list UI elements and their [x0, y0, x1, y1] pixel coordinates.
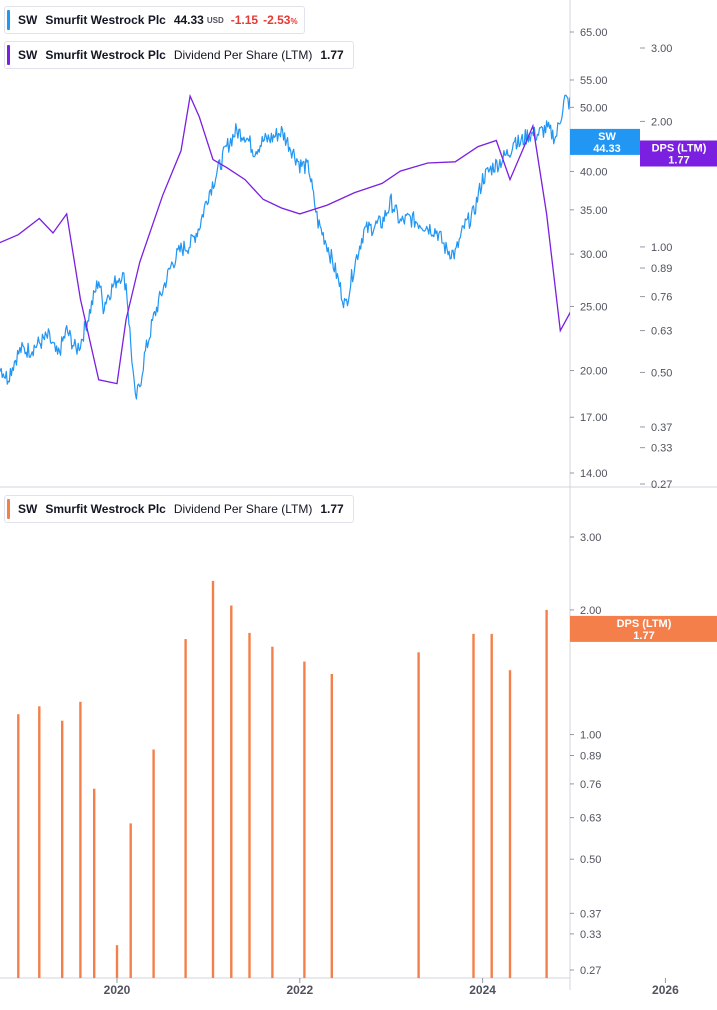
bar-axis-tick-label: 0.27: [580, 965, 601, 977]
price-badge-label: SW: [598, 131, 616, 143]
dps-axis-tick-label: 0.89: [651, 263, 672, 275]
dps-bar-badge-bg: [570, 615, 717, 642]
dps-bar: [38, 706, 41, 978]
dps-bar: [184, 639, 187, 978]
dps-bar: [61, 720, 64, 978]
price-badge-bg: [570, 128, 640, 155]
dps-bar: [211, 580, 215, 978]
legend-ticker: SW: [18, 13, 38, 27]
dps-bar: [248, 632, 251, 978]
legend-price-change: -1.15: [230, 13, 259, 27]
price-badge-value: 44.33: [593, 143, 621, 155]
legend-metric-value: 1.77: [320, 48, 344, 62]
legend-metric-name: Dividend Per Share (LTM): [173, 48, 313, 62]
dps-axis-tick-label: 0.27: [651, 479, 672, 491]
dps-line-badge-bg: [640, 140, 717, 167]
dps-axis-tick-label: 0.76: [651, 292, 672, 304]
dps-bar: [472, 633, 475, 978]
legend-price-change-pct: -2.53%: [263, 13, 298, 27]
dps-axis-tick-label: 0.33: [651, 443, 672, 455]
x-axis-tick-label: 2024: [469, 983, 496, 997]
bar-axis-tick-label: 3.00: [580, 532, 601, 544]
legend-currency: USD: [206, 15, 224, 25]
price-axis-tick-label: 20.00: [580, 366, 608, 378]
x-axis-tick-label: 2026: [652, 983, 679, 997]
bar-axis-tick-label: 0.63: [580, 813, 601, 825]
price-axis-tick-label: 35.00: [580, 205, 608, 217]
price-legend-swatch: [7, 10, 10, 30]
dps-bar: [79, 701, 82, 978]
dps-bar: [230, 605, 233, 978]
dps-bar: [271, 646, 274, 978]
dps-bar: [93, 788, 96, 978]
dps-axis-tick-label: 2.00: [651, 116, 672, 128]
bar-axis-tick-label: 0.89: [580, 751, 601, 763]
price-axis-tick-label: 14.00: [580, 468, 608, 480]
x-axis-tick-label: 2022: [286, 983, 313, 997]
price-axis-tick-label: 30.00: [580, 249, 608, 261]
price-axis-tick-label: 40.00: [580, 166, 608, 178]
dps-bar-badge-label: DPS (LTM): [617, 618, 672, 630]
bar-axis-tick-label: 0.37: [580, 908, 601, 920]
bar-axis-tick-label: 0.33: [580, 929, 601, 941]
price-axis-tick-label: 65.00: [580, 27, 608, 39]
dps-bar: [115, 945, 119, 978]
dps-bar: [490, 633, 493, 978]
dps-line-badge-label: DPS (LTM): [652, 143, 707, 155]
dps-bar: [303, 661, 306, 978]
price-series-line: [0, 94, 570, 400]
price-axis-tick-label: 25.00: [580, 301, 608, 313]
dps-axis-tick-label: 0.63: [651, 326, 672, 338]
dps-line-legend[interactable]: SW Smurfit Westrock Plc Dividend Per Sha…: [4, 41, 354, 69]
price-axis-tick-label: 55.00: [580, 75, 608, 87]
legend-ticker: SW: [18, 502, 38, 516]
price-axis-tick-label: 17.00: [580, 412, 608, 424]
price-axis-tick-label: 50.00: [580, 102, 608, 114]
dps-bar: [417, 652, 420, 978]
dps-bar: [17, 714, 20, 978]
bar-axis-tick-label: 2.00: [580, 605, 601, 617]
legend-ticker: SW: [18, 48, 38, 62]
bar-axis-tick-label: 1.00: [580, 730, 601, 742]
dps-line-badge: DPS (LTM)1.77: [640, 140, 717, 167]
dps-bar: [152, 749, 155, 978]
dps-bar: [129, 823, 132, 978]
dps-line-legend-swatch: [7, 45, 10, 65]
dps-bar-badge: DPS (LTM)1.77: [570, 615, 717, 642]
dps-bar-legend[interactable]: SW Smurfit Westrock Plc Dividend Per Sha…: [4, 495, 354, 523]
legend-metric-value: 1.77: [320, 502, 344, 516]
legend-price-value: 44.33: [173, 13, 204, 27]
dps-series-line: [0, 93, 570, 385]
dps-bar: [330, 674, 333, 978]
dps-line-badge-value: 1.77: [668, 155, 689, 167]
dps-axis-tick-label: 0.50: [651, 367, 672, 379]
legend-metric-name: Dividend Per Share (LTM): [173, 502, 313, 516]
dps-bar-badge-value: 1.77: [633, 630, 654, 642]
legend-company-name: Smurfit Westrock Plc: [45, 13, 166, 27]
bar-axis-tick-label: 0.76: [580, 779, 601, 791]
legend-company-name: Smurfit Westrock Plc: [45, 48, 166, 62]
bar-axis-tick-label: 0.50: [580, 854, 601, 866]
dps-bar-legend-swatch: [7, 499, 10, 519]
dps-axis-tick-label: 0.37: [651, 422, 672, 434]
dps-axis-tick-label: 3.00: [651, 43, 672, 55]
legend-company-name: Smurfit Westrock Plc: [45, 502, 166, 516]
price-legend[interactable]: SW Smurfit Westrock Plc 44.33 USD -1.15 …: [4, 6, 305, 34]
dps-bar: [508, 670, 512, 978]
x-axis-tick-label: 2020: [104, 983, 131, 997]
dps-bar: [545, 609, 548, 978]
dps-axis-tick-label: 1.00: [651, 242, 672, 254]
